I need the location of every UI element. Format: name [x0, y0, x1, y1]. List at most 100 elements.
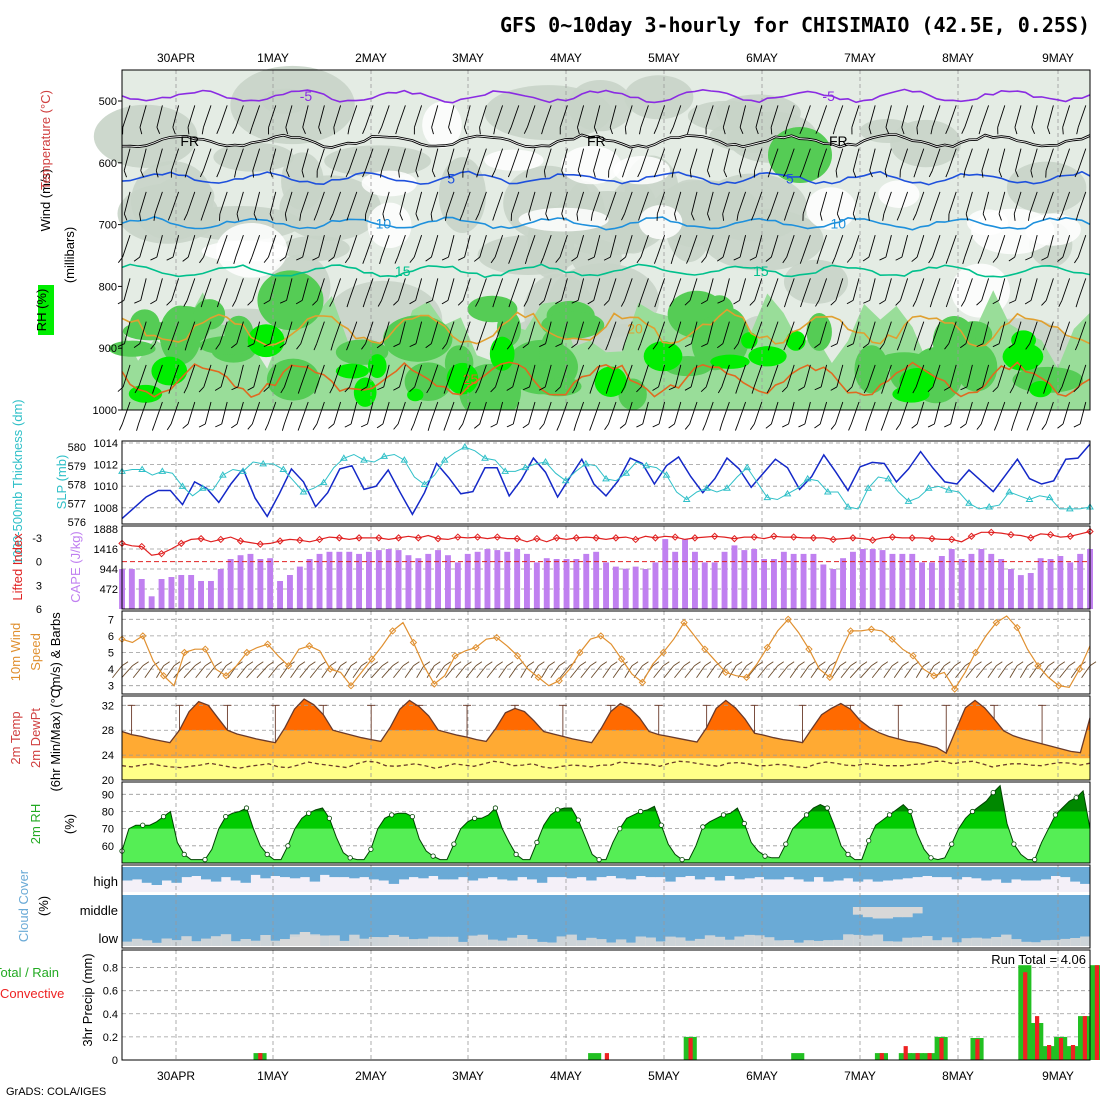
upper-wind-barb-flag-54-3 — [992, 256, 998, 263]
upper-wind-barb-27-1 — [561, 148, 568, 171]
cape-bar-9 — [208, 581, 214, 609]
rh2m-marker-114 — [907, 808, 913, 815]
date-label-bottom-7: 7MAY — [844, 1069, 876, 1083]
upper-wind-barb-50-0 — [931, 105, 941, 128]
upper-wind-barb-40-7 — [770, 401, 779, 425]
upper-wind-barb-13-5 — [332, 321, 342, 344]
upper-wind-barb-flag-52-5 — [960, 343, 967, 349]
cloud-low-trace-49 — [606, 942, 617, 946]
upper-wind-barb-flag-52-7 — [960, 423, 967, 429]
precip-tick-0.2: 0.2 — [103, 1032, 118, 1044]
upper-wind-barb-16-3 — [381, 234, 390, 258]
cloud-low-trace-86 — [971, 937, 982, 946]
date-label-bottom-2: 2MAY — [355, 1069, 387, 1083]
cloud-low-trace-18 — [299, 937, 311, 946]
precip-conv-bar-13 — [1047, 1045, 1052, 1060]
wind-speed-marker-42 — [555, 677, 563, 685]
upper-wind-barb-flag-47-4 — [879, 300, 886, 305]
upper-wind-barb-40-2 — [769, 191, 779, 215]
upper-wind-barb-flag-25-7 — [522, 423, 529, 429]
upper-wind-barb-46-3 — [868, 235, 876, 258]
wind-tick-6: 6 — [108, 631, 114, 643]
upper-wind-barb-flag-28-5 — [571, 343, 578, 349]
upper-wind-barb-flag-26-4 — [538, 300, 545, 306]
upper-wind-barb-flag-5-0 — [201, 127, 204, 135]
date-label-bottom-8: 8MAY — [942, 1069, 974, 1083]
upper-wind-barb-12-1 — [316, 148, 325, 171]
upper-wind-barb-26-7 — [543, 401, 552, 425]
upper-wind-barb-51-7 — [950, 401, 957, 425]
upper-wind-barb-18-2 — [415, 191, 423, 214]
upper-wind-barb-46-4 — [869, 278, 876, 301]
cloud-low-trace-85 — [961, 938, 972, 946]
upper-wind-barb-29-5 — [591, 321, 601, 344]
upper-wind-barb-flag-5-7 — [198, 423, 206, 428]
pressure-tick-1000: 1000 — [93, 405, 117, 417]
upper-wind-barb-27-3 — [559, 234, 568, 258]
cape-bar-57 — [682, 539, 688, 609]
upper-wind-barb-1-6 — [138, 364, 147, 388]
upper-wind-barb-flag-22-5 — [476, 343, 480, 351]
upper-wind-barb-flag-38-1 — [738, 170, 742, 178]
temp-units-ylabel: (6hr Min/Max) (°C) — [48, 684, 63, 791]
cloud-low-trace-8 — [201, 938, 212, 946]
upper-wind-barb-flag-23-0 — [493, 127, 496, 135]
cloud-high-bar-7 — [191, 867, 202, 876]
thickness-marker-12 — [239, 467, 247, 474]
upper-wind-barb-31-3 — [625, 235, 633, 258]
surface-wind-barb-1 — [121, 665, 133, 679]
surface-wind-barb-flag-33 — [465, 661, 472, 667]
upper-wind-barb-flag-51-4 — [945, 300, 949, 308]
upper-wind-barb-flag-29-3 — [587, 256, 595, 261]
upper-wind-barb-flag-54-2 — [998, 213, 1002, 221]
upper-wind-barb-35-3 — [688, 234, 698, 258]
cape-bar-25 — [366, 551, 372, 609]
upper-wind-barb-flag-14-1 — [345, 170, 350, 178]
cloud-low-trace-55 — [665, 936, 676, 946]
upper-wind-barb-flag-41-5 — [783, 343, 787, 351]
cape-bar-88 — [988, 553, 995, 609]
surface-wind-barb-flag-84 — [996, 661, 1003, 667]
upper-wind-barb-flag-54-5 — [992, 343, 1000, 348]
upper-wind-barb-53-7 — [980, 401, 990, 425]
upper-wind-barb-45-4 — [852, 278, 860, 301]
upper-wind-barb-flag-22-7 — [473, 423, 481, 429]
cape-bar-81 — [919, 562, 925, 609]
surface-wind-barb-flag-66 — [808, 661, 816, 667]
rh-patch-grey-26 — [93, 104, 198, 168]
upper-wind-barb-flag-52-3 — [962, 257, 966, 264]
isotherm-FR-inner — [121, 134, 1091, 148]
li-marker-52 — [631, 535, 640, 544]
upper-wind-barb-47-2 — [883, 191, 892, 215]
upper-wind-barb-flag-4-7 — [182, 423, 189, 429]
cloud-low-trace-94 — [1050, 939, 1061, 946]
thickness-marker-72 — [844, 503, 852, 510]
cloud-low-trace-33 — [448, 936, 459, 946]
thickness-marker-8 — [198, 484, 207, 491]
upper-wind-barb-32-4 — [640, 278, 649, 301]
thickness-marker-52 — [642, 461, 651, 469]
upper-wind-barb-flag-50-5 — [929, 343, 933, 351]
cloud-high-bar-10 — [220, 867, 232, 878]
chart-title: GFS 0~10day 3-hourly for CHISIMAIO (42.5… — [500, 13, 1090, 37]
upper-wind-barb-47-4 — [884, 278, 892, 301]
upper-wind-barb-4-4 — [186, 278, 196, 301]
surface-wind-barb-flag-65 — [798, 661, 805, 667]
cloud-low-trace-71 — [823, 940, 834, 946]
upper-wind-barb-58-3 — [1062, 235, 1071, 258]
upper-wind-barb-flag-45-7 — [848, 423, 852, 431]
surface-wind-barb-22 — [343, 665, 352, 679]
upper-wind-barb-4-5 — [186, 321, 196, 344]
rh2m-marker-30 — [326, 815, 332, 821]
cape-bar-62 — [731, 545, 738, 609]
cape-bar-8 — [198, 581, 204, 609]
cape-bar-35 — [464, 553, 471, 609]
upper-wind-barb-50-2 — [931, 191, 941, 215]
cloud-high-bar-64 — [754, 867, 765, 878]
upper-wind-barb-41-1 — [786, 148, 795, 171]
cape-bar-20 — [316, 553, 323, 609]
upper-wind-barb-58-2 — [1061, 191, 1071, 215]
upper-wind-barb-16-4 — [381, 278, 390, 301]
upper-wind-barb-flag-42-0 — [799, 127, 804, 134]
cape-bar-11 — [227, 559, 234, 609]
